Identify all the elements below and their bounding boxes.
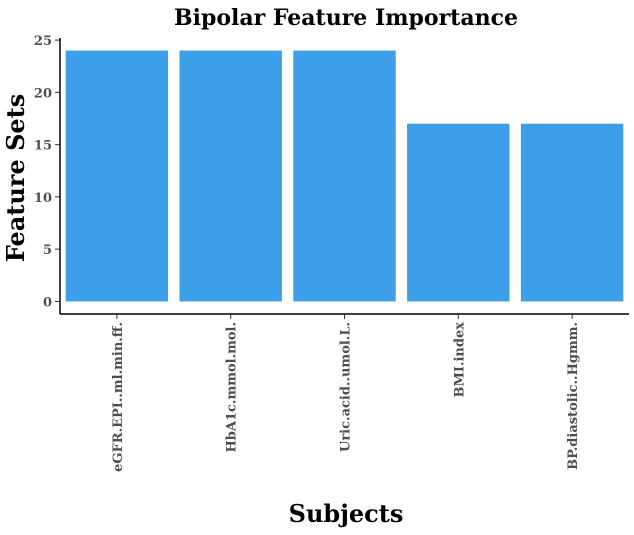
x-ticks-group: eGFR.EPI..ml.min.ff. HbA1c.mmol.mol. Uric.… xyxy=(111,314,581,472)
y-tick-label: 10 xyxy=(34,191,52,206)
y-tick-label: 25 xyxy=(34,34,52,49)
x-axis-title: Subjects xyxy=(289,499,404,528)
x-tick-label: BP.diastolic..Hgmm. xyxy=(566,322,581,470)
x-tick-label: eGFR.EPI..ml.min.ff. xyxy=(111,322,126,472)
y-tick-label: 15 xyxy=(34,139,52,154)
x-tick-label: BMI.index xyxy=(452,322,467,398)
y-tick-label: 20 xyxy=(34,86,52,101)
bar-1 xyxy=(65,50,169,302)
bars-group xyxy=(65,50,624,302)
bar-2 xyxy=(179,50,282,302)
y-axis-title: Feature Sets xyxy=(1,94,30,263)
bar-3 xyxy=(293,50,396,302)
x-tick-label: Uric.acid..umol.L. xyxy=(339,322,354,452)
bar-5 xyxy=(520,123,624,302)
chart-title: Bipolar Feature Importance xyxy=(174,5,518,31)
y-ticks-group: 0 5 10 15 20 25 xyxy=(34,34,60,310)
x-tick-label: HbA1c.mmol.mol. xyxy=(225,322,240,452)
bar-4 xyxy=(407,123,510,302)
y-tick-label: 0 xyxy=(43,295,52,310)
y-tick-label: 5 xyxy=(43,243,52,258)
